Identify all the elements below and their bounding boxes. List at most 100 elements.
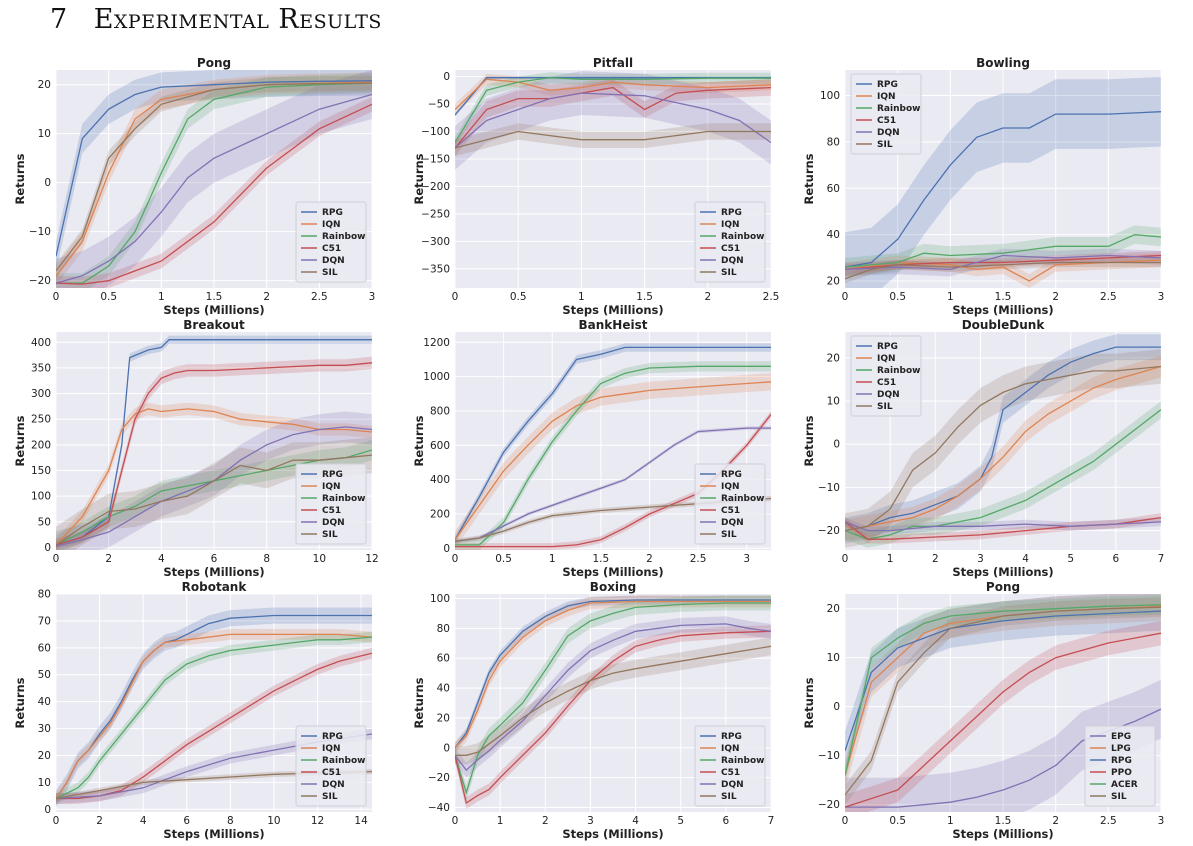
- y-tick-label: 50: [38, 669, 51, 681]
- x-tick-label: 2: [1052, 815, 1059, 827]
- y-tick-label: 80: [38, 589, 51, 601]
- legend-label-acer: ACER: [1111, 780, 1138, 790]
- series-line-ppo: [845, 632, 1161, 808]
- y-tick-label: 150: [31, 465, 51, 477]
- x-tick-label: 0: [842, 553, 849, 565]
- y-tick-label: 20: [38, 750, 51, 762]
- y-tick-label: 200: [430, 508, 450, 520]
- legend-label-c51: C51: [877, 378, 896, 388]
- x-tick-label: 0: [452, 553, 459, 565]
- series-line-rainbow: [845, 409, 1161, 540]
- x-axis-label: Steps (Millions): [952, 565, 1053, 579]
- x-tick-label: 5: [677, 815, 684, 827]
- x-tick-label: 2: [542, 815, 549, 827]
- series-line-rainbow: [455, 602, 771, 795]
- chart-grid: 0 0.5 1 1.5 2 2.5 3 −20 −10 0 10 20 Pong Steps (Milli…: [0, 56, 1193, 846]
- series-line-rainbow: [56, 82, 372, 284]
- x-tick-label: 1: [549, 553, 556, 565]
- x-tick-label: 12: [311, 815, 324, 827]
- y-axis-label: Returns: [412, 677, 426, 728]
- x-tick-label: 3: [587, 815, 594, 827]
- y-tick-label: 0: [443, 71, 450, 83]
- y-tick-label: 0: [44, 804, 51, 816]
- legend-label-rpg: RPG: [1111, 756, 1132, 766]
- legend-label-c51: C51: [322, 244, 341, 254]
- x-axis-label: Steps (Millions): [952, 303, 1053, 317]
- y-tick-label: 20: [437, 712, 450, 724]
- legend-label-sil: SIL: [1111, 792, 1127, 802]
- x-tick-label: 1: [947, 815, 954, 827]
- x-tick-label: 1: [497, 815, 504, 827]
- series-band-rpg: [56, 70, 372, 271]
- series-line-sil: [56, 82, 372, 272]
- series-band-dqn: [56, 728, 372, 804]
- x-tick-label: 2: [105, 553, 112, 565]
- y-tick-label: 80: [827, 136, 840, 148]
- x-tick-label: 5: [1067, 553, 1074, 565]
- series-line-sil: [845, 606, 1161, 796]
- legend-label-ppo: PPO: [1111, 768, 1132, 778]
- legend-label-rainbow: Rainbow: [322, 494, 365, 504]
- y-tick-label: 70: [38, 615, 51, 627]
- series-band-c51: [56, 356, 372, 550]
- y-tick-label: −20: [818, 799, 840, 811]
- series-line-iqn: [845, 259, 1161, 282]
- x-tick-label: 14: [354, 815, 368, 827]
- x-tick-label: 1.5: [636, 291, 653, 303]
- x-tick-label: 1.5: [995, 291, 1012, 303]
- series-line-rpg: [56, 80, 372, 257]
- x-tick-label: 1.5: [995, 815, 1012, 827]
- x-tick-label: 0.5: [100, 291, 117, 303]
- y-tick-label: −250: [421, 208, 450, 220]
- legend-label-iqn: IQN: [721, 744, 740, 754]
- series-line-rpg: [455, 599, 771, 749]
- legend-label-rainbow: Rainbow: [322, 756, 365, 766]
- legend-label-sil: SIL: [877, 402, 893, 412]
- x-tick-label: 0: [452, 291, 459, 303]
- y-tick-label: 20: [38, 79, 51, 91]
- chart-robotank-7: 0 2 4 6 8 10 12 14 0 10 20 30 40 50 60 70 80 Robotank Step…: [13, 580, 372, 841]
- series-line-c51: [56, 362, 372, 546]
- series-line-rpg: [845, 346, 1161, 532]
- x-tick-label: 0.5: [510, 291, 527, 303]
- series-line-dqn: [845, 521, 1161, 532]
- legend-label-rainbow: Rainbow: [322, 232, 365, 242]
- legend-label-iqn: IQN: [877, 354, 896, 364]
- x-tick-label: 2.5: [690, 553, 707, 565]
- chart-title: Boxing: [590, 580, 636, 594]
- y-tick-label: 400: [31, 337, 51, 349]
- series-band-c51: [56, 96, 372, 288]
- y-tick-label: −300: [421, 236, 450, 248]
- legend-label-iqn: IQN: [322, 744, 341, 754]
- x-tick-label: 8: [227, 815, 234, 827]
- x-axis-label: Steps (Millions): [562, 303, 663, 317]
- series-line-rainbow: [845, 234, 1161, 268]
- section-heading: 7 Experimental Results: [50, 4, 382, 35]
- x-tick-label: 0.5: [495, 553, 512, 565]
- series-band-iqn: [845, 355, 1161, 542]
- series-band-rainbow: [455, 72, 771, 148]
- x-axis-label: Steps (Millions): [562, 827, 663, 841]
- chart-bankheist-5: 0 0.5 1 1.5 2 2.5 3 0 200 400 600 800 1000 1200 BankHe…: [412, 318, 771, 579]
- y-tick-label: 10: [38, 128, 51, 140]
- legend-label-rainbow: Rainbow: [877, 104, 920, 114]
- chart-title: DoubleDunk: [962, 318, 1046, 332]
- x-tick-label: 3: [1158, 815, 1165, 827]
- chart-title: Robotank: [182, 580, 248, 594]
- x-tick-label: 10: [313, 553, 326, 565]
- y-tick-label: 800: [430, 405, 450, 417]
- y-tick-label: 40: [437, 683, 450, 695]
- x-tick-label: 6: [211, 553, 218, 565]
- x-tick-label: 3: [743, 553, 750, 565]
- y-tick-label: −350: [421, 263, 450, 275]
- section-title: Experimental Results: [93, 4, 382, 35]
- legend-label-rpg: RPG: [721, 732, 742, 742]
- y-tick-label: −200: [421, 181, 450, 193]
- y-tick-label: 10: [827, 396, 840, 408]
- x-tick-label: 1.5: [206, 291, 223, 303]
- chart-bowling-3: 0 0.5 1 1.5 2 2.5 3 20 40 60 80 100 Bowling Steps (Mi…: [802, 56, 1164, 317]
- x-tick-label: 6: [723, 815, 730, 827]
- legend-label-iqn: IQN: [322, 482, 341, 492]
- series-line-acer: [845, 604, 1161, 776]
- chart-title: Breakout: [183, 318, 245, 332]
